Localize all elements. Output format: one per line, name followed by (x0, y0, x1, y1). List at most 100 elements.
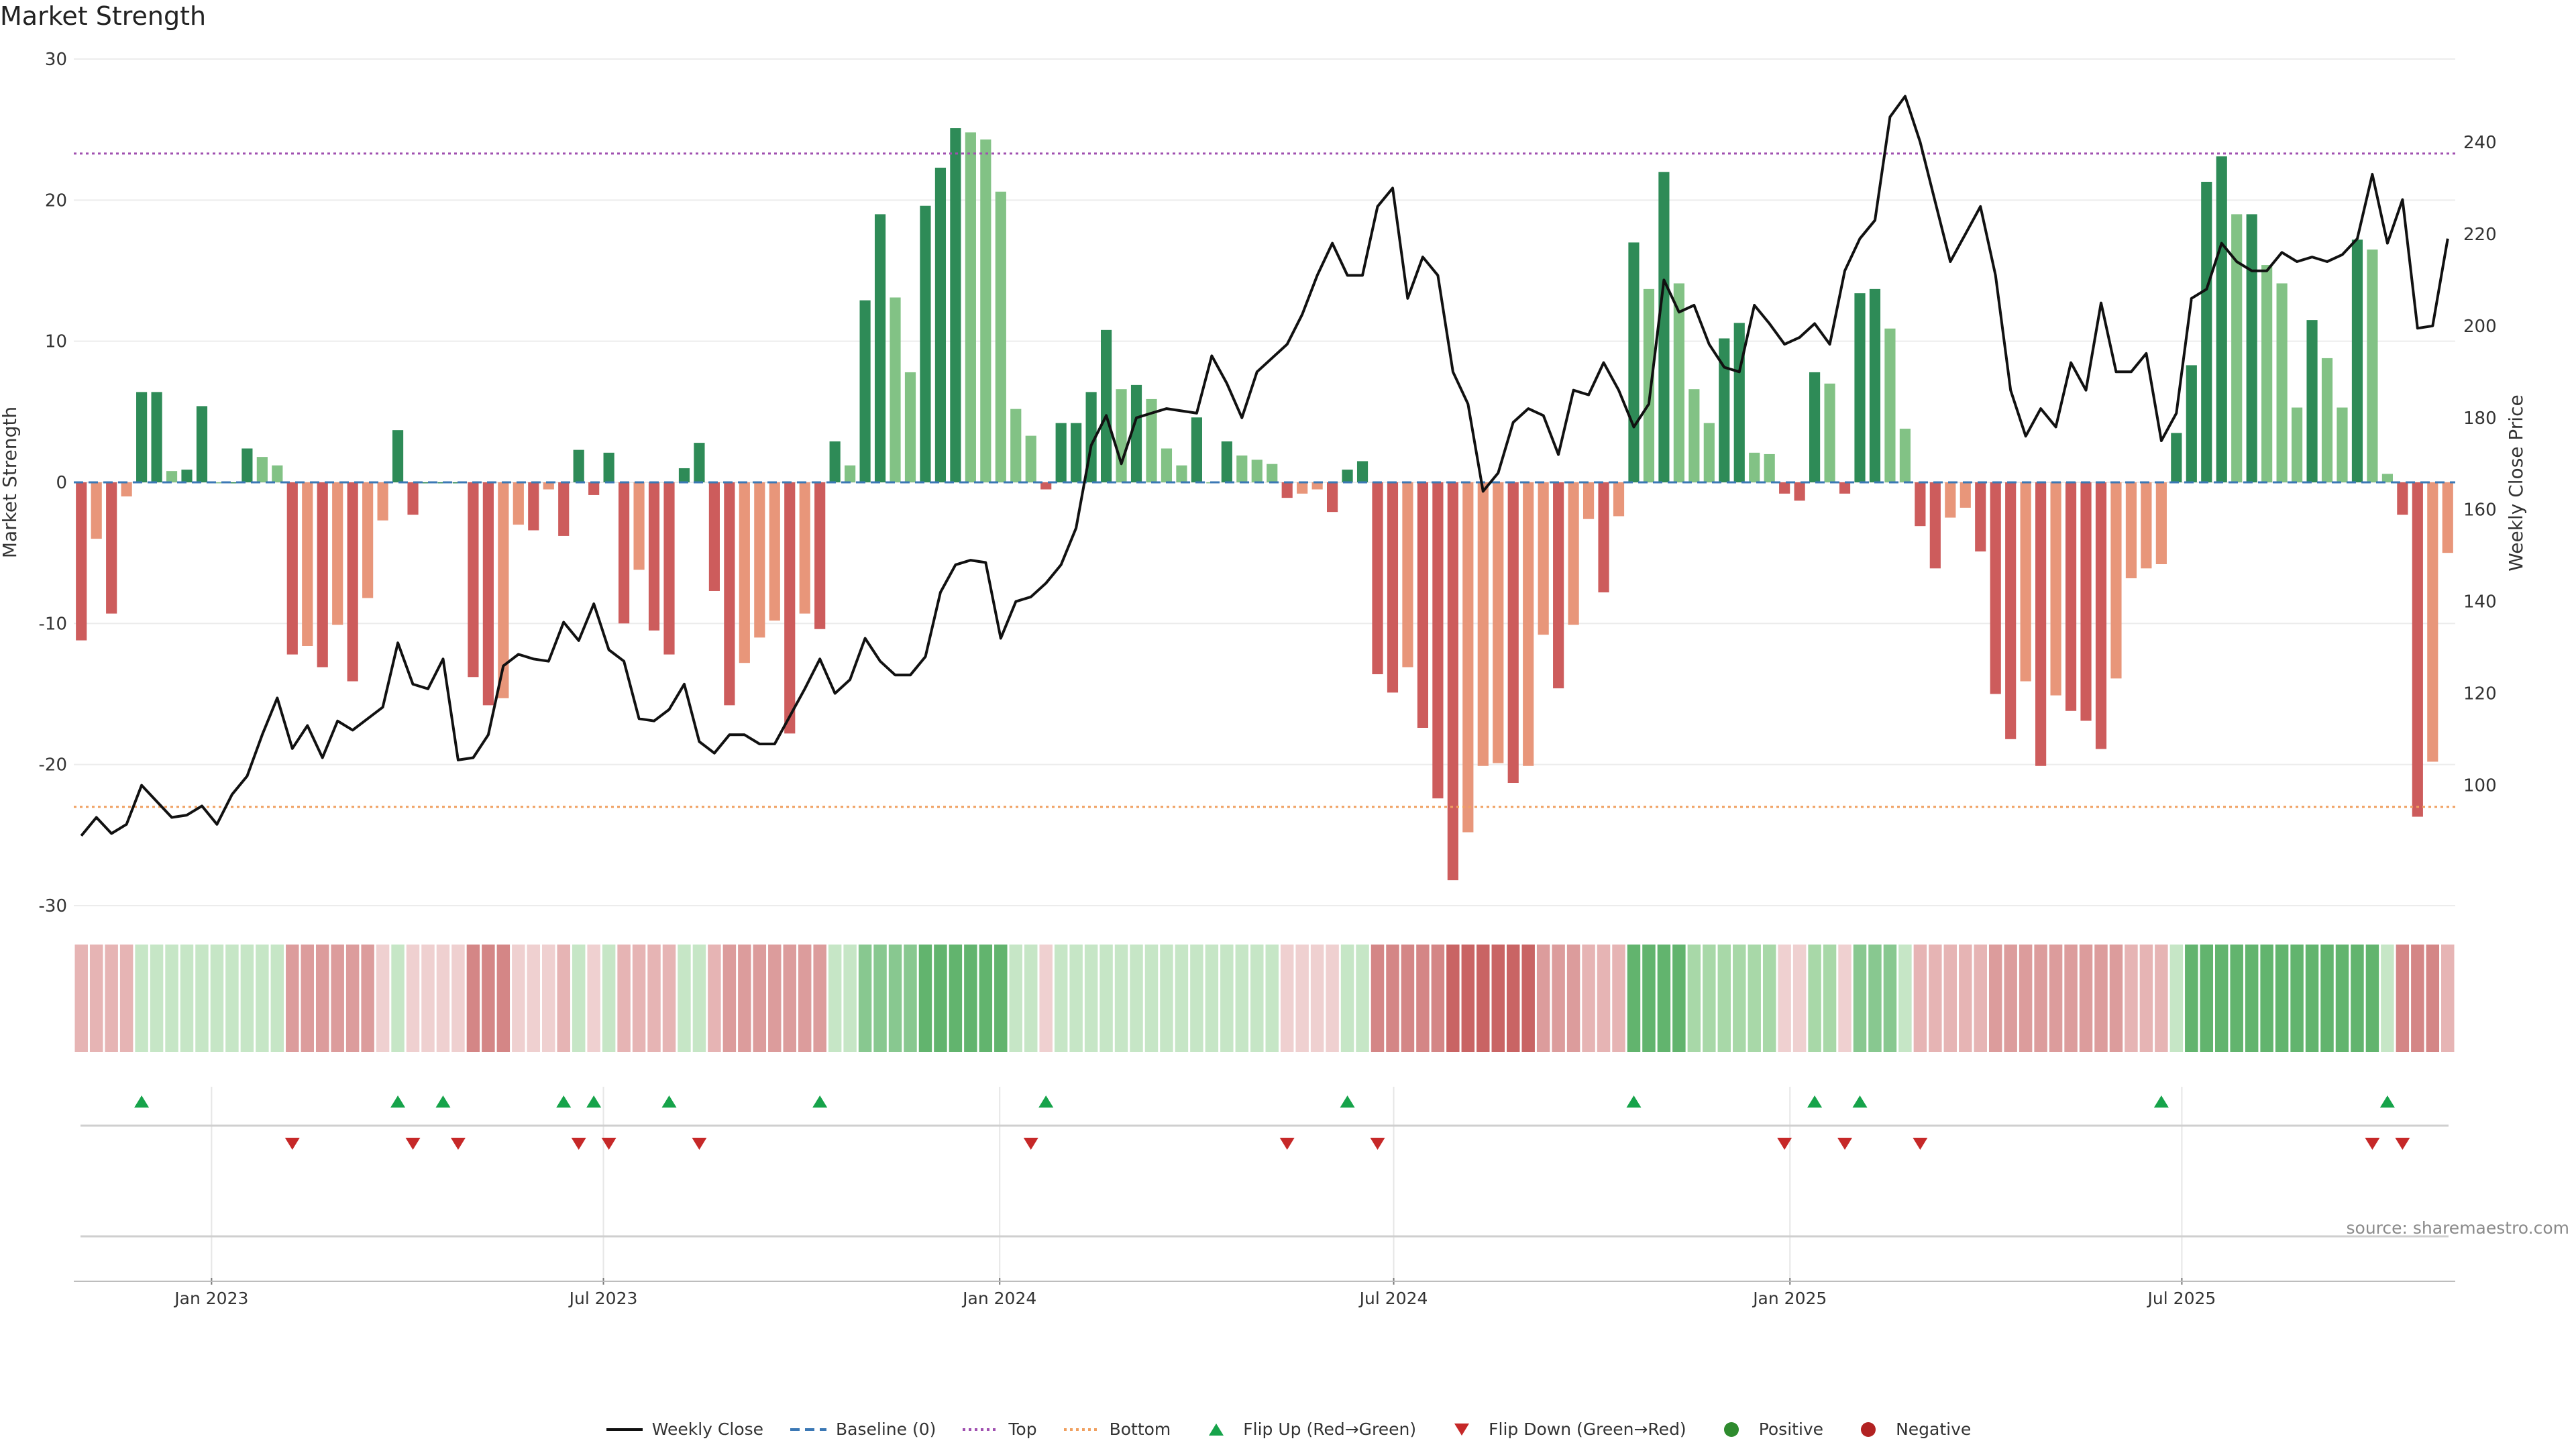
heat-strip-cell (678, 945, 691, 1052)
heat-strip-cell (2245, 945, 2259, 1052)
strength-bar (2155, 482, 2167, 564)
strength-bar (543, 482, 554, 490)
heat-strip-cell (135, 945, 148, 1052)
strength-bar (1779, 482, 1790, 494)
strength-bar (1598, 482, 1609, 593)
heat-strip-cell (813, 945, 826, 1052)
y-tick-label: 0 (56, 473, 67, 493)
heat-strip-cell (391, 945, 405, 1052)
strength-bar (934, 167, 947, 482)
heat-strip-cell (2169, 945, 2184, 1052)
strength-bar (920, 205, 931, 482)
heat-strip-cell (165, 945, 178, 1052)
strength-bar (678, 468, 690, 482)
strength-bar (181, 470, 193, 482)
heat-strip-cell (2230, 945, 2243, 1052)
strength-bar (1733, 323, 1745, 482)
heat-strip-cell (2004, 945, 2017, 1052)
strength-bar (121, 482, 132, 497)
x-tick-label: Jan 2023 (173, 1289, 248, 1308)
legend-label: Baseline (0) (836, 1419, 936, 1439)
strength-bar (950, 128, 961, 482)
strength-bar (754, 482, 765, 638)
y2-tick-label: 120 (2463, 684, 2497, 704)
strength-bar (2171, 433, 2182, 482)
strength-bar (2442, 482, 2453, 553)
heat-strip-cell (753, 945, 767, 1052)
strength-bar (1402, 482, 1413, 667)
strength-bar (890, 297, 901, 482)
heat-strip-cell (1823, 945, 1837, 1052)
strength-bar (1884, 328, 1896, 482)
strength-bar (1613, 482, 1625, 517)
strength-bar (1040, 482, 1052, 490)
strength-bar (1582, 482, 1595, 519)
heat-strip-cell (1597, 945, 1611, 1052)
heat-strip-cell (496, 945, 511, 1052)
heat-strip-cell (1431, 945, 1445, 1052)
strength-bar (1493, 482, 1504, 763)
y-tick-label: 20 (45, 191, 67, 211)
flip-down-marker (601, 1138, 616, 1150)
strength-bar (2005, 482, 2017, 739)
heat-strip-cell (692, 945, 706, 1052)
strength-bar (2276, 283, 2288, 482)
strength-bar (694, 443, 705, 482)
heat-strip-cell (2305, 945, 2319, 1052)
strength-bar (1568, 482, 1579, 625)
heat-strip-cell (2411, 945, 2424, 1052)
strength-bar (1990, 482, 2001, 694)
heat-strip-cell (240, 945, 254, 1052)
heat-strip-cell (1235, 945, 1249, 1052)
heat-strip-cell (2365, 945, 2379, 1052)
heat-strip-cell (1144, 945, 1159, 1052)
strength-bar (1191, 417, 1202, 482)
strength-bar (2321, 358, 2333, 482)
heat-strip-cell (1582, 945, 1595, 1052)
strength-bar (1628, 242, 1640, 482)
heat-strip-cell (2125, 945, 2138, 1052)
strength-bar (1975, 482, 1986, 552)
legend-swatch (1442, 1421, 1481, 1438)
legend-item: Baseline (0) (789, 1419, 936, 1439)
flip-down-marker (450, 1138, 466, 1150)
heat-strip-cell (1974, 945, 1987, 1052)
strength-bar (151, 392, 162, 482)
heat-strip-cell (2019, 945, 2033, 1052)
strength-bar (1297, 482, 1308, 494)
flip-up-marker (390, 1095, 406, 1108)
heat-strip-cell (2215, 945, 2229, 1052)
strength-bar (1236, 455, 1248, 482)
flip-up-marker (556, 1095, 572, 1108)
flip-up-marker (661, 1095, 677, 1108)
heat-strip-cell (722, 945, 737, 1052)
legend-item: Flip Down (Green→Red) (1442, 1419, 1686, 1439)
strength-bar (859, 300, 871, 482)
x-tick-label: Jul 2023 (568, 1289, 638, 1308)
strength-bar (1281, 482, 1293, 498)
weekly-close-series (80, 95, 2449, 837)
page-title: Market Strength (0, 1, 207, 31)
heat-strip-cell (89, 945, 103, 1052)
strength-bar (1130, 384, 1142, 482)
flip-up-marker (435, 1095, 451, 1108)
flip-up-marker (1807, 1095, 1823, 1108)
heat-strip-cell (798, 945, 812, 1052)
heat-strip-cell (1762, 945, 1776, 1052)
strength-bar (377, 482, 388, 521)
heat-strip-cell (934, 945, 947, 1052)
strength-bar (1010, 409, 1022, 482)
heat-strip-cell (331, 945, 344, 1052)
flip-up-marker (812, 1095, 828, 1108)
heat-strip-cell (2109, 945, 2123, 1052)
reference-lines (74, 152, 2455, 808)
strength-bar (2201, 181, 2212, 482)
heat-strip-cell (1326, 945, 1339, 1052)
heat-strip-cell (979, 945, 993, 1052)
strength-bar (1703, 423, 1715, 482)
heat-strip-cell (2034, 945, 2047, 1052)
strength-bar (1643, 288, 1655, 482)
heat-strip-cell (1265, 945, 1279, 1052)
strength-bar (2050, 482, 2061, 696)
heat-strip-cell (1703, 945, 1716, 1052)
